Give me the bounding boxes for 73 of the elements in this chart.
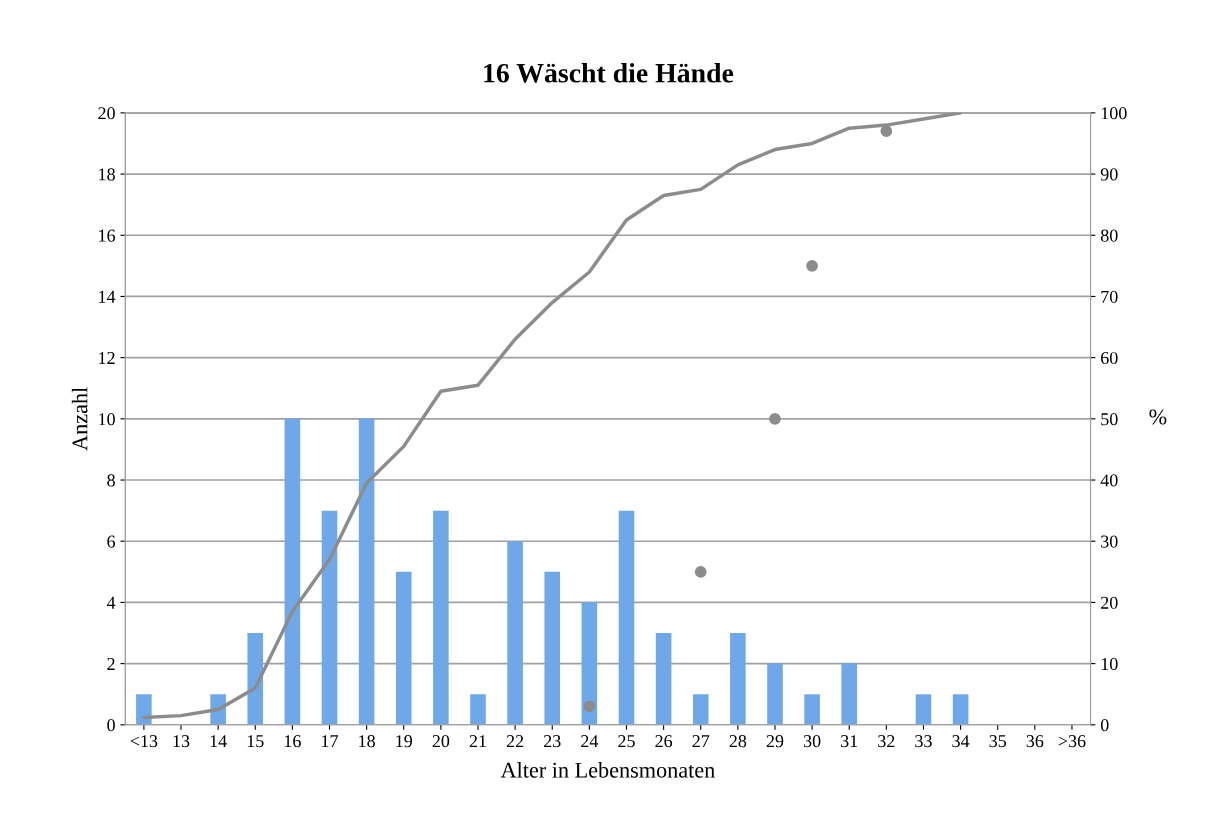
bar bbox=[470, 694, 486, 725]
bar bbox=[581, 602, 598, 725]
x-tick-label: 36 bbox=[1026, 735, 1044, 748]
x-tick-label: 18 bbox=[359, 735, 375, 748]
x-tick-label: 13 bbox=[173, 735, 190, 748]
x-tick-label: 35 bbox=[989, 735, 1007, 748]
chart-title: 16 Wäscht die Hände bbox=[484, 63, 734, 83]
x-tick-label: >36 bbox=[1058, 735, 1086, 748]
bar bbox=[507, 541, 523, 725]
x-tick-label: <13 bbox=[130, 735, 158, 748]
bar bbox=[767, 663, 783, 725]
x-tick-label: 31 bbox=[841, 735, 858, 748]
y-tick-label: 6 bbox=[107, 535, 116, 548]
bar bbox=[358, 418, 375, 725]
x-tick-label: 29 bbox=[766, 735, 784, 748]
bar bbox=[730, 633, 746, 725]
x-tick-label: 30 bbox=[803, 735, 821, 748]
bar bbox=[395, 571, 412, 725]
y2-tick-label: 50 bbox=[1101, 413, 1118, 426]
bar bbox=[655, 633, 672, 725]
x-axis-title: Alter in Lebensmonaten bbox=[500, 762, 715, 778]
y-tick-label: 2 bbox=[107, 657, 115, 670]
x-tick-label: 22 bbox=[506, 735, 524, 748]
x-tick-label: 21 bbox=[469, 735, 486, 748]
x-tick-label: 14 bbox=[210, 735, 227, 748]
y2-tick-label: 60 bbox=[1101, 351, 1118, 365]
y2-tick-label: 80 bbox=[1100, 229, 1118, 242]
y-axis-title: Anzahl bbox=[71, 387, 88, 451]
bar bbox=[952, 694, 969, 725]
bar bbox=[544, 571, 561, 725]
bar bbox=[284, 418, 301, 725]
x-tick-label: 23 bbox=[544, 735, 561, 748]
y-tick-label: 8 bbox=[107, 474, 115, 487]
x-tick-label: 34 bbox=[952, 735, 970, 748]
x-tick-label: 19 bbox=[396, 735, 413, 748]
x-tick-label: 16 bbox=[284, 735, 301, 748]
bar bbox=[692, 694, 709, 725]
bar bbox=[321, 510, 338, 725]
bar bbox=[618, 510, 635, 725]
y-tick-label: 18 bbox=[99, 168, 115, 181]
y-tick-label: 0 bbox=[107, 719, 115, 732]
bar bbox=[915, 694, 932, 725]
y-tick-label: 14 bbox=[99, 290, 116, 303]
y2-tick-label: 30 bbox=[1101, 535, 1118, 548]
x-tick-label: 33 bbox=[915, 735, 932, 748]
y2-tick-label: 0 bbox=[1100, 719, 1109, 732]
x-tick-label: 28 bbox=[729, 735, 747, 748]
x-tick-label: 32 bbox=[878, 735, 895, 748]
bar bbox=[841, 663, 858, 725]
x-tick-label: 24 bbox=[581, 735, 599, 748]
x-tick-label: 20 bbox=[432, 735, 450, 748]
y-tick-label: 20 bbox=[98, 107, 115, 120]
x-tick-label: 26 bbox=[655, 735, 673, 748]
x-tick-label: 27 bbox=[692, 735, 710, 748]
y2-axis-title: % bbox=[1149, 409, 1167, 425]
y2-tick-label: 100 bbox=[1101, 107, 1127, 120]
y2-tick-label: 40 bbox=[1100, 474, 1118, 487]
bar bbox=[433, 510, 449, 725]
bar bbox=[136, 694, 152, 725]
y-tick-label: 10 bbox=[99, 413, 115, 426]
x-tick-label: 25 bbox=[618, 735, 635, 748]
y2-tick-label: 10 bbox=[1101, 657, 1118, 671]
y2-tick-label: 70 bbox=[1101, 290, 1118, 303]
y2-tick-label: 20 bbox=[1101, 596, 1118, 609]
y2-tick-label: 90 bbox=[1100, 168, 1118, 181]
bar bbox=[804, 694, 820, 725]
line-series bbox=[142, 112, 963, 720]
x-tick-label: 17 bbox=[322, 735, 339, 748]
y-tick-label: 16 bbox=[99, 229, 116, 242]
bar bbox=[247, 633, 264, 725]
x-tick-label: 15 bbox=[247, 735, 264, 748]
y-tick-label: 4 bbox=[106, 596, 116, 609]
y-tick-label: 12 bbox=[99, 351, 115, 364]
